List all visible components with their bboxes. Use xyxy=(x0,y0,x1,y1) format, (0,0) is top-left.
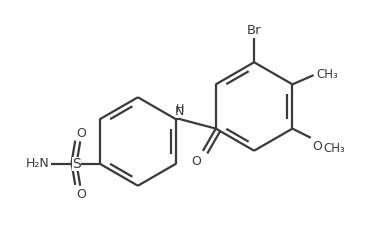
Text: O: O xyxy=(76,188,86,201)
Text: O: O xyxy=(192,155,201,168)
Text: O: O xyxy=(313,140,323,153)
Text: CH₃: CH₃ xyxy=(324,142,346,156)
Text: N: N xyxy=(175,105,185,118)
Text: O: O xyxy=(76,127,86,140)
Text: H: H xyxy=(176,104,184,114)
Text: H₂N: H₂N xyxy=(26,157,50,170)
Text: CH₃: CH₃ xyxy=(316,68,338,81)
Text: Br: Br xyxy=(247,24,262,37)
Text: S: S xyxy=(72,157,81,171)
